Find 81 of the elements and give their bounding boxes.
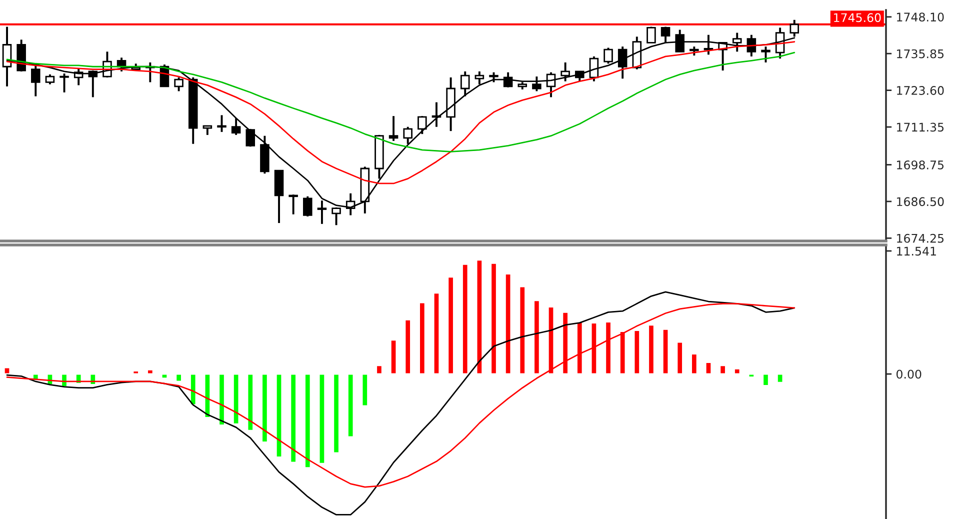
bar — [604, 321, 612, 375]
candlestick — [288, 194, 298, 216]
bar — [304, 373, 312, 469]
bar — [704, 362, 712, 375]
candlestick — [60, 72, 69, 94]
bar — [619, 330, 626, 375]
bar — [261, 373, 268, 443]
ref-line-label: 1745.60 — [834, 13, 881, 22]
candlestick — [618, 46, 628, 80]
bar — [3, 366, 11, 375]
bar — [590, 322, 598, 375]
bar — [762, 373, 770, 386]
bar — [562, 311, 569, 375]
candlestick — [746, 34, 756, 58]
y-tick-label: 1698.75 — [897, 160, 944, 170]
bar — [476, 259, 483, 375]
bar — [232, 373, 240, 425]
y-tick-label: 1674.25 — [897, 234, 944, 243]
bar — [576, 321, 584, 375]
candlestick — [560, 61, 570, 82]
y-tick-label: 11.541 — [897, 246, 936, 256]
bar — [662, 328, 670, 375]
bar — [504, 273, 512, 375]
bar — [690, 353, 698, 375]
candlestick — [45, 73, 55, 86]
candlestick — [460, 70, 470, 98]
bar — [218, 373, 226, 426]
line-series — [6, 302, 796, 488]
candlestick — [604, 46, 613, 65]
bar — [518, 286, 526, 375]
bar — [447, 276, 454, 375]
bar — [648, 324, 655, 375]
bar — [347, 373, 354, 438]
line-series — [6, 291, 796, 516]
bar — [332, 373, 340, 454]
bar — [132, 370, 140, 375]
bar — [361, 373, 368, 407]
bar — [318, 373, 326, 464]
bar — [490, 262, 498, 375]
bar — [633, 330, 640, 375]
bar — [748, 373, 755, 378]
candlestick — [418, 115, 427, 136]
candlestick — [231, 117, 241, 136]
candlestick — [246, 128, 256, 148]
candlestick — [403, 126, 412, 145]
candlestick — [388, 115, 398, 142]
candlestick — [532, 76, 542, 92]
y-tick-label: 1748.10 — [897, 12, 944, 22]
bar — [676, 341, 684, 375]
y-tick-label: 1723.60 — [897, 86, 944, 95]
bar — [462, 263, 469, 375]
candlestick — [217, 114, 226, 133]
candlestick — [761, 46, 770, 64]
candlestick — [474, 70, 484, 86]
candlestick — [174, 76, 184, 92]
bar — [404, 318, 412, 375]
candlestick — [303, 195, 312, 218]
y-tick-label: 1735.85 — [897, 49, 944, 58]
bar — [547, 306, 555, 375]
bar — [376, 364, 383, 375]
candlestick — [489, 71, 498, 84]
bar — [290, 373, 297, 464]
y-tick-label: 1711.35 — [897, 122, 944, 132]
bar — [246, 373, 254, 432]
bar — [160, 373, 168, 379]
y-tick-label: 1686.50 — [897, 197, 944, 206]
candlestick — [546, 71, 556, 98]
bar — [418, 302, 426, 375]
bar — [146, 369, 154, 375]
bar — [719, 364, 726, 375]
bar — [432, 292, 440, 375]
bar — [275, 373, 283, 458]
y-tick-label: 0.00 — [896, 370, 922, 379]
bar — [75, 373, 82, 384]
bar — [175, 373, 182, 382]
bar — [390, 339, 398, 375]
candlestick — [31, 64, 40, 98]
bar — [204, 373, 211, 418]
bar — [89, 373, 96, 386]
bar — [734, 368, 741, 375]
bar — [776, 373, 784, 384]
